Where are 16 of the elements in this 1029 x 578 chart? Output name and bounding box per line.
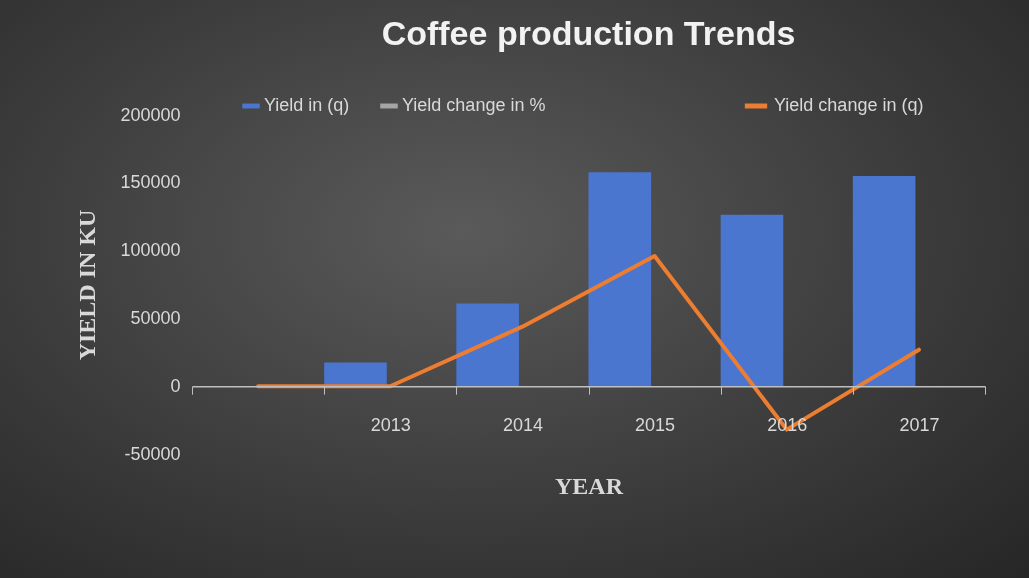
y-tick-label: 150000	[120, 172, 181, 193]
chart-title: Coffee production Trends	[381, 14, 796, 52]
y-axis-title: YIELD IN KU	[74, 209, 101, 361]
x-tick-label: 2017	[899, 414, 940, 435]
y-tick-label: 0	[170, 375, 181, 396]
y-tick-label: 50000	[130, 307, 181, 328]
y-tick-label: -50000	[124, 443, 181, 464]
legend-label: Yield change in %	[402, 95, 546, 115]
legend-label: Yield in (q)	[264, 95, 350, 115]
y-tick-label: 100000	[120, 240, 181, 261]
x-tick-label: 2015	[635, 414, 676, 435]
y-tick-label: 200000	[120, 104, 181, 125]
x-tick-label: 2014	[502, 414, 543, 435]
x-axis-title: YEAR	[554, 472, 624, 499]
legend-label: Yield change in (q)	[774, 95, 924, 115]
x-tick-label: 2013	[370, 414, 411, 435]
